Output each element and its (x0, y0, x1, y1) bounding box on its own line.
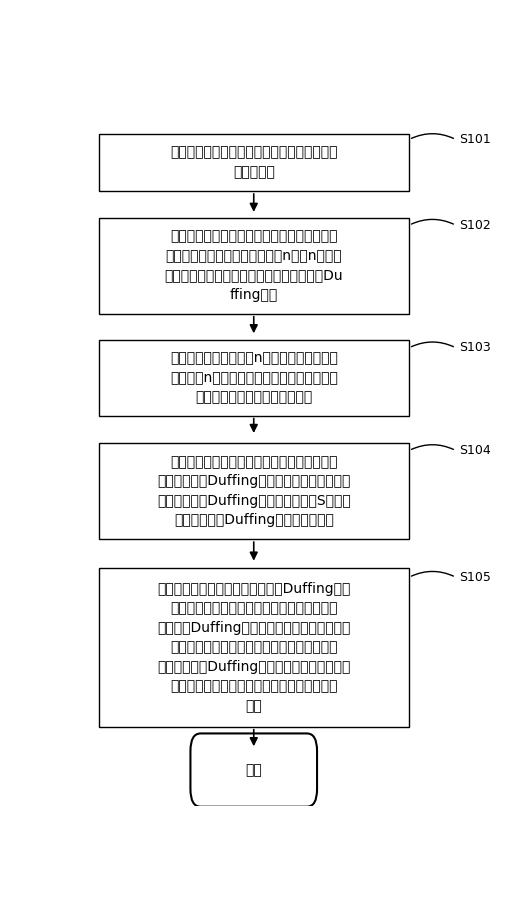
FancyBboxPatch shape (190, 734, 317, 806)
Text: 确定用于微弱二进制相移键控信号盲检测的信
号频段范围: 确定用于微弱二进制相移键控信号盲检测的信 号频段范围 (170, 146, 337, 179)
FancyBboxPatch shape (99, 134, 409, 191)
Text: S103: S103 (459, 342, 491, 354)
Text: S105: S105 (459, 571, 491, 583)
FancyBboxPatch shape (99, 341, 409, 416)
Text: 结束: 结束 (246, 763, 262, 777)
Text: 检测全部子通道的各子通道对应的Duffing系统
的输出是否存在间歇性混沌状态，若某个子通
道对应的Duffing系统的输出存在间歇性混沌状
态，则存在微弱二进: 检测全部子通道的各子通道对应的Duffing系统 的输出是否存在间歇性混沌状态，… (157, 582, 350, 713)
FancyBboxPatch shape (99, 443, 409, 539)
Text: S104: S104 (459, 444, 491, 458)
FancyBboxPatch shape (99, 217, 409, 313)
Text: 将待盲检测的信号输入n个子通道的每个子通
道，通过n个子通道的各子通道的滤波器输出
待盲检测的信号的各子频段信号: 将待盲检测的信号输入n个子通道的每个子通 道，通过n个子通道的各子通道的滤波器输… (170, 352, 338, 404)
FancyBboxPatch shape (99, 568, 409, 727)
Text: S102: S102 (459, 218, 491, 232)
Text: 将所述待盲检测的信号的各子频段信号输入各
子通道对应的Duffing系统，对全部子通道的各
子通道对应的Duffing系统的输出进行S变换，
获得各子通道Duf: 将所述待盲检测的信号的各子频段信号输入各 子通道对应的Duffing系统，对全部… (157, 455, 350, 527)
Text: 根据所述用于微弱二进制相移键控信号盲检测
的信号频段范围确定子通道个数n，为n个子通
道的每个子通道配置一个与该子通道对应的Du
ffing系统: 根据所述用于微弱二进制相移键控信号盲检测 的信号频段范围确定子通道个数n，为n个… (164, 229, 343, 302)
Text: S101: S101 (459, 133, 491, 146)
